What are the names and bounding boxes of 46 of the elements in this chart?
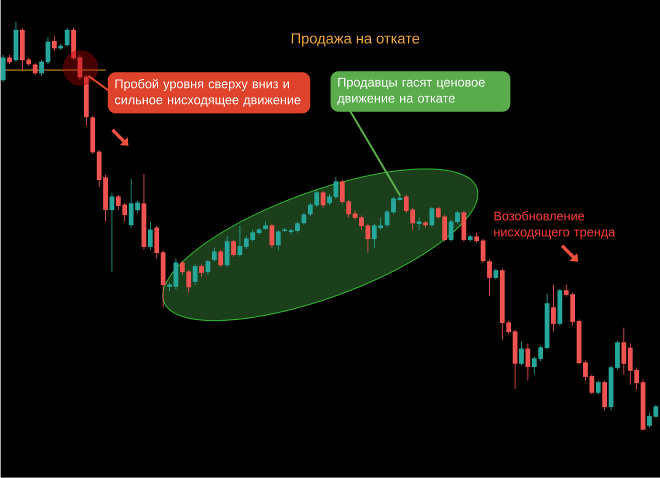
candlestick	[564, 284, 569, 298]
candlestick	[596, 380, 601, 396]
candlestick	[186, 270, 192, 294]
candlestick	[519, 341, 524, 366]
candlestick	[180, 260, 185, 276]
candlestick	[628, 343, 633, 386]
candlestick	[148, 221, 153, 250]
candlestick	[231, 239, 236, 258]
candlestick	[52, 36, 57, 52]
candlestick	[224, 236, 230, 268]
candlestick	[308, 202, 313, 217]
candlestick	[110, 192, 114, 272]
candlestick	[430, 206, 434, 228]
candlestick	[212, 248, 217, 262]
candlestick	[551, 284, 556, 332]
candlestick	[206, 259, 210, 276]
candlestick	[404, 194, 409, 214]
candlestick	[32, 62, 38, 76]
candlestick	[64, 28, 70, 48]
candlestick	[0, 54, 6, 83]
candlestick	[487, 259, 492, 296]
candlestick	[340, 180, 345, 204]
text: Продажа на откате	[292, 34, 420, 47]
annotation: Возобновление нисходящего тренда	[494, 211, 616, 240]
candlestick	[218, 250, 224, 268]
candlestick	[436, 206, 441, 220]
candlestick	[116, 194, 121, 210]
candlestick	[442, 214, 448, 242]
candlestick	[320, 190, 326, 208]
candlestick	[372, 224, 377, 248]
candlestick	[302, 212, 306, 226]
candlestick	[410, 208, 416, 230]
annotation: Пробой уровня сверху вниз и сильное нисходящее движение	[114, 79, 300, 107]
candlestick	[276, 230, 281, 251]
candlestick	[122, 202, 128, 222]
candlestick	[314, 190, 320, 208]
candlestick	[270, 224, 274, 248]
candlestick	[493, 268, 498, 280]
candlestick	[378, 217, 384, 230]
annotation: Продавцы гасят ценовое движение на откате	[337, 78, 485, 106]
candlestick	[532, 356, 537, 376]
candlestick	[199, 264, 204, 278]
candlestick	[525, 343, 530, 382]
candlestick	[192, 264, 198, 286]
candlestick	[621, 327, 626, 376]
candlestick	[416, 217, 422, 230]
